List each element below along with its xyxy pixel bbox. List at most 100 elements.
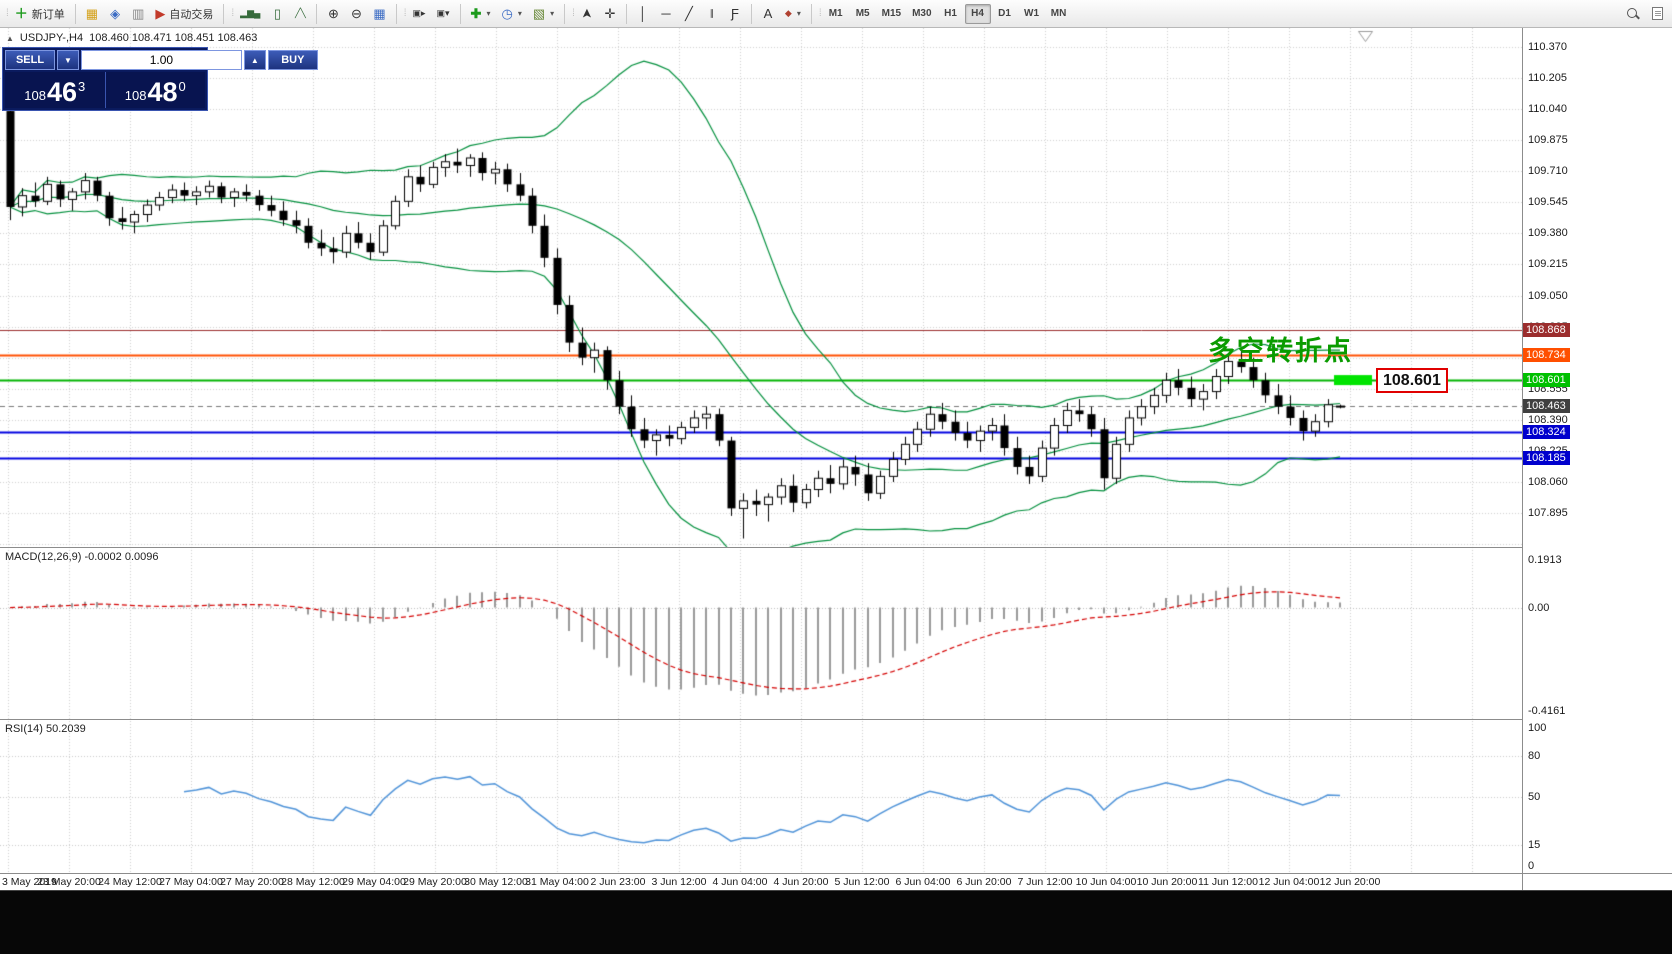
templates-caret-icon: ▾ — [550, 9, 555, 18]
toolbar-drag-handle[interactable]: ⁞ — [818, 8, 821, 19]
cursor-button[interactable]: ➤ — [576, 3, 598, 25]
date-tick-label: 29 May 20:00 — [403, 876, 467, 888]
templates-button[interactable]: ▧ ▾ — [528, 3, 559, 25]
date-tick-label: 10 Jun 04:00 — [1075, 876, 1137, 888]
price-badge-108.185: 108.185 — [1523, 451, 1570, 466]
autotrading-label: 自动交易 — [169, 8, 214, 21]
autotrading-button[interactable]: ▶ 自动交易 — [150, 3, 218, 25]
fibonacci-button[interactable]: Ƒ — [724, 3, 746, 25]
timeframe-m15-button[interactable]: M15 — [877, 4, 906, 24]
channel-icon: ∥ — [709, 8, 715, 18]
buy-price-display[interactable]: 108 48 0 — [105, 72, 205, 108]
indicators-button[interactable]: ✚ ▾ — [466, 3, 496, 25]
new-window-icon — [1651, 7, 1663, 20]
price-badge-108.463: 108.463 — [1523, 399, 1570, 414]
date-tick-label: 3 Jun 12:00 — [651, 876, 707, 888]
symbol-triangle-icon: ▲ — [6, 33, 14, 43]
line-chart-button[interactable]: ╱╲ — [289, 3, 311, 25]
price-tick-label: 109.215 — [1528, 258, 1568, 271]
timeframe-d1-button[interactable]: D1 — [992, 4, 1018, 24]
price-badge-108.324: 108.324 — [1523, 425, 1570, 440]
candlestick-chart-button[interactable]: ▯ — [266, 3, 288, 25]
price-scale-separator — [1522, 28, 1523, 890]
toolbar-drag-handle[interactable]: ⁞ — [6, 8, 8, 19]
timeframe-h4-button[interactable]: H4 — [964, 3, 991, 24]
date-tick-label: 4 Jun 04:00 — [712, 876, 768, 888]
channel-button[interactable]: ∥ — [701, 3, 723, 25]
cascade-windows-button[interactable]: ▣▾ — [432, 3, 455, 25]
search-button[interactable] — [1621, 3, 1645, 25]
periods-clock-icon: ◷ — [501, 6, 513, 21]
arrows-tool-icon: ◆ — [784, 8, 792, 18]
macd-splitter[interactable] — [0, 547, 1672, 548]
crosshair-button[interactable]: ✛ — [599, 3, 621, 25]
periods-button[interactable]: ◷ ▾ — [496, 3, 526, 25]
zoom-in-icon: ⊕ — [327, 6, 339, 21]
date-tick-label: 27 May 20:00 — [220, 876, 284, 888]
line-chart-icon: ╱╲ — [294, 8, 306, 18]
indicators-icon: ✚ — [470, 6, 482, 21]
zoom-out-button[interactable]: ⊖ — [345, 3, 367, 25]
price-badge-108.601: 108.601 — [1523, 373, 1570, 388]
toolbar-drag-handle[interactable]: ⁞ — [403, 8, 406, 19]
rsi-splitter[interactable] — [0, 719, 1672, 720]
sell-price-display[interactable]: 108 46 3 — [5, 72, 106, 108]
new-order-button[interactable]: ＋ 新订单 — [10, 3, 70, 25]
timeframe-mn-button[interactable]: MN — [1046, 4, 1072, 24]
periods-caret-icon: ▾ — [517, 9, 522, 18]
bar-chart-icon: ▂▆▄ — [240, 8, 261, 18]
price-tick-label: 107.895 — [1528, 507, 1568, 520]
date-tick-label: 23 May 20:00 — [37, 876, 101, 888]
sell-price-point: 3 — [78, 79, 86, 94]
volume-up-button[interactable]: ▲ — [243, 50, 266, 70]
volume-down-button[interactable]: ▼ — [57, 50, 79, 70]
date-axis[interactable]: 3 May 2019 23 May 20:00 24 May 12:00 27 May… — [0, 874, 1522, 890]
market-watch-icon: ▦ — [85, 6, 99, 21]
toolbar: ⁞ ＋ 新订单 ▦ ◈ ▥ ▶ 自动交易 ⁞ ▂▆▄ ▯ ╱╲ ⊕ ⊖ ▦ ⁞ … — [0, 0, 1672, 28]
cascade-windows-icon: ▣▾ — [436, 8, 450, 18]
price-tick-label: 110.205 — [1528, 71, 1567, 84]
toolbar-drag-handle[interactable]: ⁞ — [231, 8, 233, 19]
price-tick-label: 109.710 — [1528, 165, 1568, 178]
rsi-label: RSI(14) 50.2039 — [5, 723, 86, 735]
price-tick-label: 109.545 — [1528, 196, 1568, 209]
price-scale[interactable]: 110.370 110.205 110.040 109.875 109.710 109.5… — [1523, 28, 1672, 873]
buy-price-figure: 108 — [124, 88, 147, 103]
volume-input[interactable] — [80, 50, 242, 70]
toolbar-drag-handle[interactable]: ⁞ — [572, 8, 574, 19]
rsi-tick-label: 80 — [1528, 749, 1541, 762]
arrows-tool-button[interactable]: ◆ ▾ — [780, 3, 806, 25]
timeframe-m5-button[interactable]: M5 — [850, 4, 876, 24]
macd-tick-label: -0.4161 — [1528, 705, 1566, 717]
bar-chart-button[interactable]: ▂▆▄ — [235, 3, 265, 25]
date-tick-label: 24 May 12:00 — [98, 876, 162, 888]
timeframe-m30-button[interactable]: M30 — [907, 4, 936, 24]
main-chart-canvas[interactable] — [0, 28, 1522, 890]
symbol-label: USDJPY-,H4 — [19, 32, 84, 44]
timeframe-m1-button[interactable]: M1 — [823, 4, 849, 24]
price-tick-label: 109.050 — [1528, 289, 1568, 302]
text-tool-button[interactable]: A — [757, 3, 779, 25]
navigator-button[interactable]: ◈ — [104, 3, 126, 25]
horizontal-line-button[interactable]: ─ — [655, 3, 677, 25]
candlestick-chart-icon: ▯ — [273, 6, 281, 21]
timeframe-w1-button[interactable]: W1 — [1019, 4, 1045, 24]
terminal-button[interactable]: ▥ — [127, 3, 149, 25]
zoom-in-button[interactable]: ⊕ — [322, 3, 344, 25]
arrange-windows-button[interactable]: ▣▸ — [407, 3, 430, 25]
price-tag-label[interactable]: 108.601 — [1376, 368, 1448, 394]
tile-windows-button[interactable]: ▦ — [368, 3, 390, 25]
market-watch-button[interactable]: ▦ — [81, 3, 103, 25]
new-window-button[interactable] — [1646, 3, 1668, 25]
price-tick-label: 109.875 — [1528, 134, 1568, 147]
vertical-line-button[interactable]: │ — [632, 3, 654, 25]
timeframe-h1-button[interactable]: H1 — [938, 4, 964, 24]
price-tick-label: 110.040 — [1528, 103, 1567, 115]
buy-button[interactable]: BUY — [267, 50, 318, 70]
macd-tick-label: 0.1913 — [1528, 554, 1562, 566]
sell-button[interactable]: SELL — [5, 50, 55, 70]
date-tick-label: 11 Jun 12:00 — [1198, 876, 1258, 888]
turning-point-annotation[interactable]: 多空转折点 — [1208, 336, 1353, 366]
trendline-button[interactable]: ╱ — [678, 3, 700, 25]
date-tick-label: 12 Jun 04:00 — [1258, 876, 1320, 888]
